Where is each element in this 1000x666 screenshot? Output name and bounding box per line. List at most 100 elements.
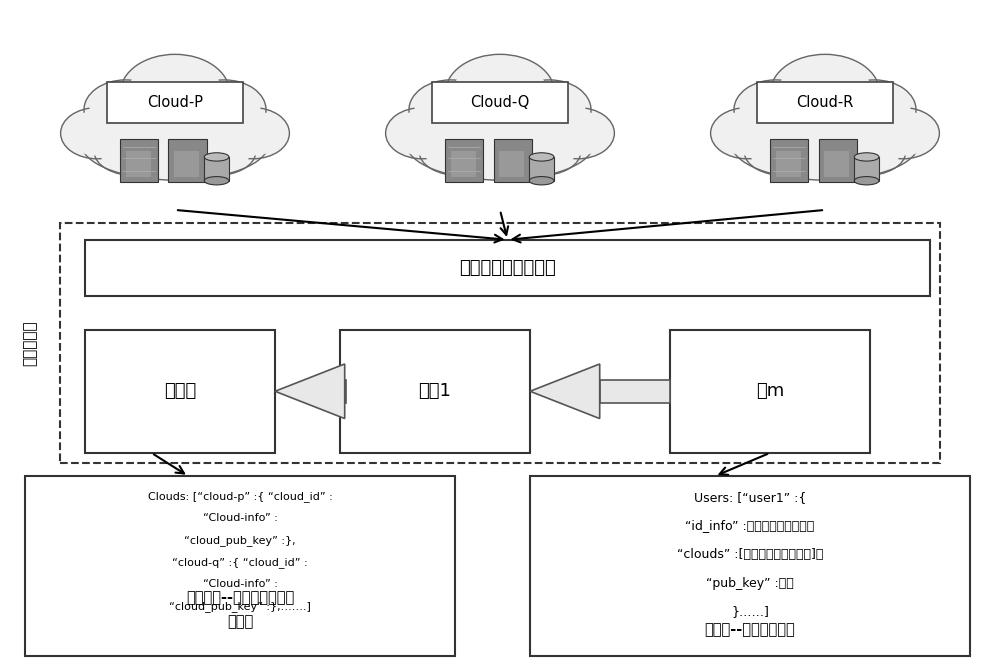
Text: “cloud_pub_key” :},: “cloud_pub_key” :},: [184, 535, 296, 545]
Ellipse shape: [426, 133, 496, 172]
Ellipse shape: [409, 80, 492, 140]
Ellipse shape: [529, 176, 554, 185]
Ellipse shape: [871, 111, 935, 156]
FancyBboxPatch shape: [670, 330, 870, 453]
Ellipse shape: [183, 80, 266, 140]
Ellipse shape: [172, 129, 256, 176]
Ellipse shape: [391, 111, 453, 155]
Ellipse shape: [445, 55, 555, 131]
Ellipse shape: [101, 133, 171, 172]
Ellipse shape: [406, 108, 594, 180]
Polygon shape: [530, 364, 600, 419]
Ellipse shape: [90, 85, 161, 135]
FancyBboxPatch shape: [451, 151, 476, 176]
Text: “clouds” :[注册的云服务商信息]；: “clouds” :[注册的云服务商信息]；: [677, 548, 823, 561]
Ellipse shape: [711, 108, 783, 159]
Text: “Cloud-info” :: “Cloud-info” :: [203, 513, 277, 523]
Polygon shape: [275, 364, 345, 419]
Text: Cloud-P: Cloud-P: [147, 95, 203, 110]
Ellipse shape: [188, 83, 261, 136]
Ellipse shape: [415, 85, 486, 135]
Ellipse shape: [217, 108, 289, 159]
Ellipse shape: [777, 59, 873, 127]
Ellipse shape: [99, 132, 173, 173]
FancyBboxPatch shape: [776, 151, 801, 176]
Ellipse shape: [84, 80, 167, 140]
Text: 创始块体--记录云服务商必: 创始块体--记录云服务商必: [186, 591, 294, 605]
Text: Users: [“user1” :{: Users: [“user1” :{: [694, 491, 806, 504]
FancyBboxPatch shape: [168, 139, 207, 182]
Ellipse shape: [745, 113, 905, 174]
Ellipse shape: [716, 111, 778, 155]
Ellipse shape: [66, 111, 128, 155]
Ellipse shape: [731, 108, 919, 180]
Text: 要信息: 要信息: [227, 614, 253, 629]
Ellipse shape: [504, 133, 574, 172]
Ellipse shape: [734, 80, 817, 140]
FancyBboxPatch shape: [107, 82, 243, 123]
Ellipse shape: [177, 132, 251, 173]
Ellipse shape: [743, 112, 907, 176]
FancyBboxPatch shape: [494, 139, 532, 182]
FancyBboxPatch shape: [818, 139, 856, 182]
Ellipse shape: [749, 132, 823, 173]
Text: 区块体--记录用户身份: 区块体--记录用户身份: [705, 622, 795, 637]
Ellipse shape: [81, 108, 269, 180]
FancyBboxPatch shape: [770, 139, 808, 182]
Ellipse shape: [740, 85, 811, 135]
FancyBboxPatch shape: [204, 157, 229, 180]
Ellipse shape: [94, 129, 178, 176]
Ellipse shape: [770, 55, 880, 131]
Ellipse shape: [833, 80, 916, 140]
FancyBboxPatch shape: [445, 139, 483, 182]
Ellipse shape: [542, 108, 614, 159]
Ellipse shape: [120, 55, 230, 131]
Ellipse shape: [454, 60, 546, 125]
Ellipse shape: [204, 176, 229, 185]
FancyBboxPatch shape: [757, 82, 893, 123]
Text: “id_info” :加密后的注册信息；: “id_info” :加密后的注册信息；: [685, 519, 815, 533]
Text: 统一身份认证联盟链: 统一身份认证联盟链: [459, 259, 556, 277]
Ellipse shape: [127, 59, 223, 127]
FancyBboxPatch shape: [432, 82, 568, 123]
Ellipse shape: [502, 132, 576, 173]
Ellipse shape: [89, 83, 162, 136]
Text: 逻辑联盟链: 逻辑联盟链: [22, 320, 38, 366]
Ellipse shape: [854, 176, 879, 185]
Text: “cloud_pub_key” :},…….]: “cloud_pub_key” :},…….]: [169, 601, 311, 611]
Text: 区块1: 区块1: [419, 382, 451, 400]
Text: Cloud-R: Cloud-R: [796, 95, 854, 110]
Text: Clouds: [“cloud-p” :{ “cloud_id” :: Clouds: [“cloud-p” :{ “cloud_id” :: [148, 491, 332, 501]
Ellipse shape: [838, 83, 911, 136]
Ellipse shape: [65, 111, 129, 156]
Ellipse shape: [529, 153, 554, 161]
Ellipse shape: [419, 129, 503, 176]
Ellipse shape: [414, 83, 487, 136]
Ellipse shape: [418, 112, 582, 176]
Text: “Cloud-info” :: “Cloud-info” :: [203, 579, 277, 589]
Ellipse shape: [204, 153, 229, 161]
FancyBboxPatch shape: [345, 380, 346, 403]
Ellipse shape: [872, 111, 934, 155]
Ellipse shape: [189, 85, 260, 135]
FancyBboxPatch shape: [824, 151, 849, 176]
Ellipse shape: [827, 132, 901, 173]
Ellipse shape: [546, 111, 610, 156]
Ellipse shape: [779, 60, 871, 125]
Ellipse shape: [497, 129, 581, 176]
Text: Cloud-Q: Cloud-Q: [470, 95, 530, 110]
Ellipse shape: [390, 111, 454, 156]
Ellipse shape: [839, 85, 910, 135]
Ellipse shape: [547, 111, 609, 155]
FancyBboxPatch shape: [126, 151, 151, 176]
Ellipse shape: [424, 132, 498, 173]
FancyBboxPatch shape: [854, 157, 879, 180]
FancyBboxPatch shape: [25, 476, 455, 656]
Text: }……]: }……]: [731, 605, 769, 619]
Ellipse shape: [221, 111, 285, 156]
Ellipse shape: [61, 108, 133, 159]
Ellipse shape: [508, 80, 591, 140]
Text: “pub_key” :公鑰: “pub_key” :公鑰: [706, 577, 794, 590]
Ellipse shape: [822, 129, 906, 176]
Ellipse shape: [513, 83, 586, 136]
